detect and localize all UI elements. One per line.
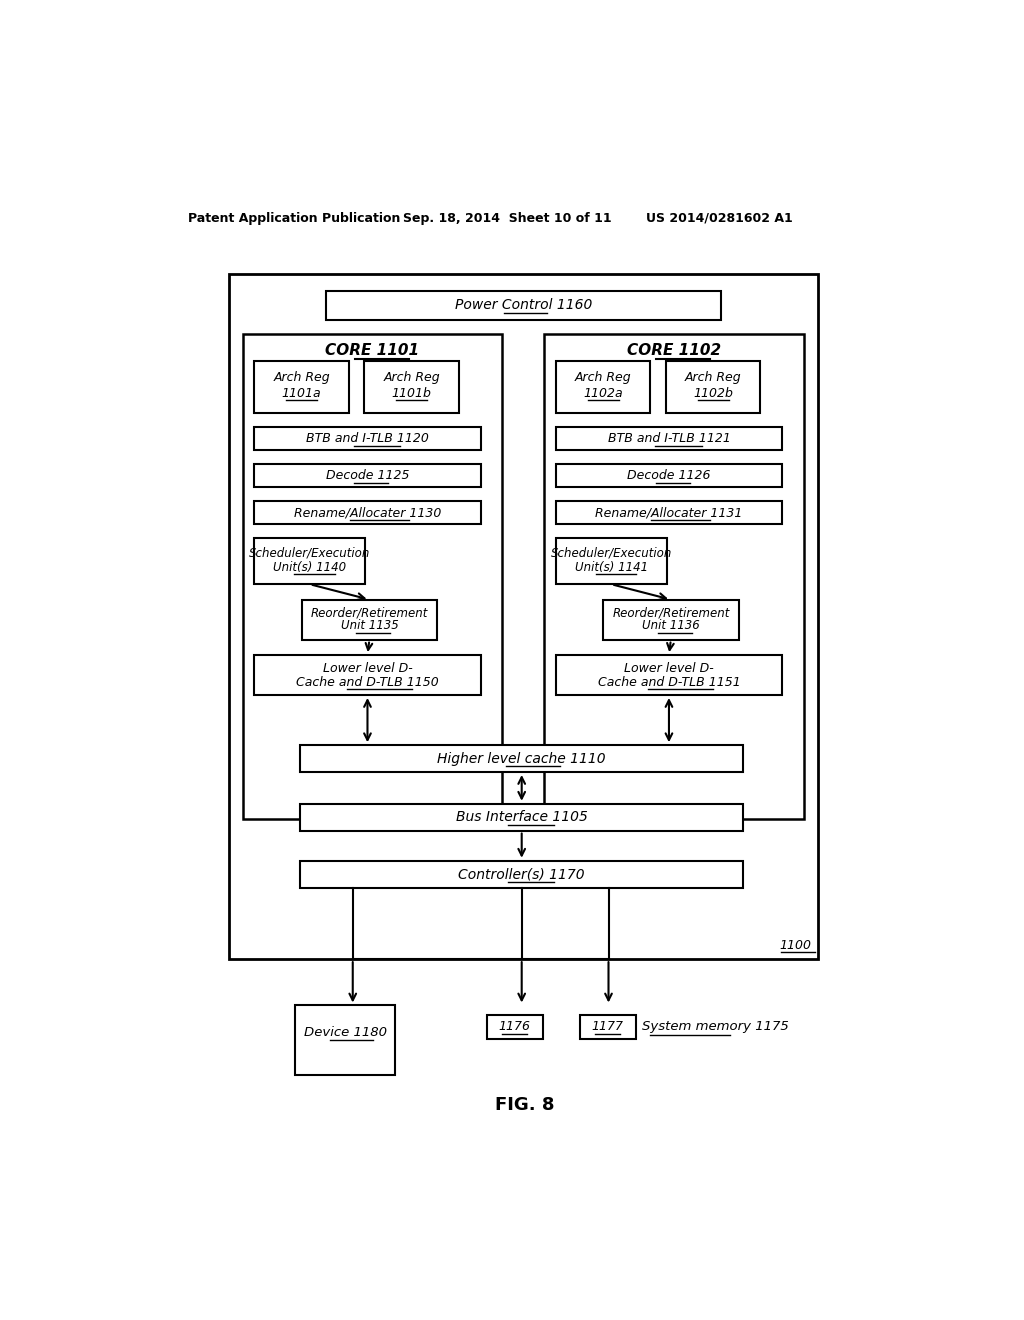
Bar	[556, 465, 782, 487]
Text: Unit 1135: Unit 1135	[341, 619, 398, 632]
Bar	[556, 655, 782, 696]
Text: CORE 1101: CORE 1101	[326, 343, 420, 359]
Text: Controller(s) 1170: Controller(s) 1170	[459, 867, 585, 882]
Bar	[486, 1015, 543, 1039]
Bar	[556, 360, 650, 413]
Bar	[556, 502, 782, 524]
Text: Scheduler/Execution: Scheduler/Execution	[551, 546, 672, 560]
Text: 1102a: 1102a	[584, 387, 623, 400]
Text: Power Control 1160: Power Control 1160	[455, 298, 592, 313]
Text: 1101a: 1101a	[282, 387, 322, 400]
Bar	[254, 655, 480, 696]
Text: Higher level cache 1110: Higher level cache 1110	[437, 751, 606, 766]
Bar	[254, 465, 480, 487]
Text: Decode 1126: Decode 1126	[627, 469, 711, 482]
Text: Lower level D-: Lower level D-	[624, 661, 714, 675]
Text: Unit(s) 1141: Unit(s) 1141	[574, 561, 648, 574]
Bar	[254, 360, 349, 413]
Text: 1176: 1176	[499, 1020, 530, 1034]
Text: Unit(s) 1140: Unit(s) 1140	[273, 561, 346, 574]
Bar	[254, 428, 480, 450]
Text: Rename/Allocater 1131: Rename/Allocater 1131	[595, 506, 742, 519]
Text: Cache and D-TLB 1151: Cache and D-TLB 1151	[598, 676, 740, 689]
Text: Bus Interface 1105: Bus Interface 1105	[456, 810, 588, 824]
Bar	[603, 599, 738, 640]
Bar	[544, 334, 804, 818]
Text: 1101b: 1101b	[392, 387, 431, 400]
Text: Lower level D-: Lower level D-	[323, 661, 413, 675]
Bar	[556, 539, 667, 585]
Text: Arch Reg: Arch Reg	[574, 371, 632, 384]
Bar	[326, 290, 721, 321]
Text: 1102b: 1102b	[693, 387, 733, 400]
Text: Sep. 18, 2014  Sheet 10 of 11: Sep. 18, 2014 Sheet 10 of 11	[403, 213, 611, 224]
Text: US 2014/0281602 A1: US 2014/0281602 A1	[646, 213, 793, 224]
Text: Rename/Allocater 1130: Rename/Allocater 1130	[294, 506, 441, 519]
Text: 1177: 1177	[592, 1020, 624, 1034]
Bar	[300, 744, 743, 772]
Text: Reorder/Retirement: Reorder/Retirement	[310, 607, 428, 620]
Bar	[300, 861, 743, 887]
Bar	[302, 599, 437, 640]
Bar	[243, 334, 503, 818]
Bar	[254, 539, 366, 585]
Text: BTB and I-TLB 1120: BTB and I-TLB 1120	[306, 432, 429, 445]
Text: Decode 1125: Decode 1125	[326, 469, 410, 482]
Text: Unit 1136: Unit 1136	[642, 619, 699, 632]
Text: BTB and I-TLB 1121: BTB and I-TLB 1121	[607, 432, 730, 445]
Text: System memory 1175: System memory 1175	[642, 1020, 788, 1034]
Text: Cache and D-TLB 1150: Cache and D-TLB 1150	[296, 676, 439, 689]
Bar	[580, 1015, 636, 1039]
Bar	[295, 1006, 395, 1074]
Bar	[300, 804, 743, 830]
Bar	[556, 428, 782, 450]
Text: 1100: 1100	[779, 939, 812, 952]
Text: FIG. 8: FIG. 8	[495, 1097, 555, 1114]
Text: Scheduler/Execution: Scheduler/Execution	[249, 546, 371, 560]
Bar	[254, 502, 480, 524]
Text: Arch Reg: Arch Reg	[685, 371, 741, 384]
Bar	[228, 275, 818, 960]
Text: Patent Application Publication: Patent Application Publication	[188, 213, 400, 224]
Text: Arch Reg: Arch Reg	[383, 371, 440, 384]
Text: Device 1180: Device 1180	[303, 1026, 386, 1039]
Text: CORE 1102: CORE 1102	[627, 343, 721, 359]
Text: Arch Reg: Arch Reg	[273, 371, 330, 384]
Bar	[365, 360, 459, 413]
Text: Reorder/Retirement: Reorder/Retirement	[612, 607, 729, 620]
Bar	[666, 360, 761, 413]
